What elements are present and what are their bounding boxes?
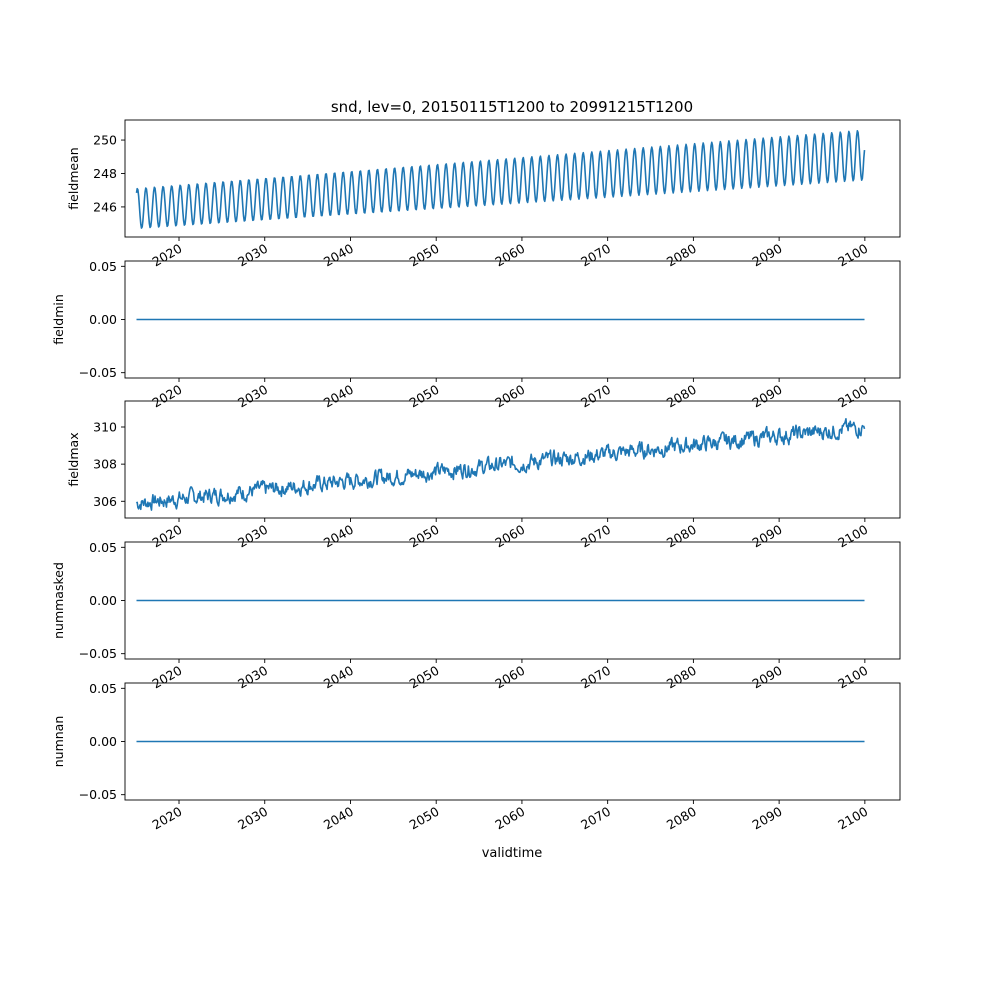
- x-tick-label: 2070: [578, 663, 613, 692]
- y-tick-label: 0.05: [89, 540, 117, 555]
- x-tick-label: 2070: [578, 804, 613, 833]
- y-axis-label: fieldmin: [51, 294, 66, 345]
- x-tick-label: 2060: [492, 522, 527, 551]
- y-axis-label: fieldmax: [66, 432, 81, 486]
- x-tick-label: 2090: [750, 522, 785, 551]
- x-tick-label: 2090: [750, 241, 785, 270]
- x-tick-label: 2020: [149, 382, 184, 411]
- x-tick-label: 2100: [835, 804, 870, 833]
- x-tick-label: 2100: [835, 382, 870, 411]
- x-tick-label: 2080: [664, 522, 699, 551]
- y-tick-label: 246: [93, 199, 117, 214]
- y-tick-label: 0.05: [89, 259, 117, 274]
- chart-title: snd, lev=0, 20150115T1200 to 20991215T12…: [331, 98, 693, 116]
- y-tick-label: 250: [93, 133, 117, 148]
- x-axis-label: validtime: [482, 846, 543, 861]
- x-tick-label: 2040: [321, 663, 356, 692]
- x-tick-label: 2030: [235, 522, 270, 551]
- x-tick-label: 2040: [321, 241, 356, 270]
- y-tick-label: 0.00: [89, 312, 117, 327]
- x-tick-label: 2080: [664, 241, 699, 270]
- y-tick-label: −0.05: [79, 787, 117, 802]
- x-tick-label: 2050: [407, 382, 442, 411]
- x-tick-label: 2070: [578, 522, 613, 551]
- x-tick-label: 2050: [407, 522, 442, 551]
- y-axis-label: fieldmean: [66, 147, 81, 209]
- subplot-fieldmax: 306 308 310 fieldmax 2020 2030 2040 2050 2060 207…: [66, 400, 901, 551]
- fieldmax-series-line: [135, 418, 866, 511]
- y-tick-label: 308: [93, 457, 117, 472]
- x-tick-label: 2070: [578, 382, 613, 411]
- fieldmean-axes-frame: [124, 119, 901, 238]
- y-tick-label: −0.05: [79, 646, 117, 661]
- x-tick-label: 2020: [149, 241, 184, 270]
- subplot-fieldmean: 246 248 250 fieldmean 2020 2030 2040 2050 2060 20…: [66, 119, 901, 270]
- x-tick-label: 2050: [407, 663, 442, 692]
- x-tick-label: 2090: [750, 663, 785, 692]
- y-tick-label: 306: [93, 494, 117, 509]
- y-axis-label: numnan: [51, 716, 66, 768]
- x-tick-label: 2080: [664, 382, 699, 411]
- x-tick-label: 2060: [492, 663, 527, 692]
- x-tick-label: 2040: [321, 382, 356, 411]
- y-tick-label: 248: [93, 166, 117, 181]
- x-tick-label: 2070: [578, 241, 613, 270]
- fieldmean-series-line: [135, 129, 866, 229]
- x-tick-label: 2020: [149, 804, 184, 833]
- y-tick-label: −0.05: [79, 365, 117, 380]
- x-tick-label: 2030: [235, 382, 270, 411]
- y-tick-label: 0.00: [89, 734, 117, 749]
- x-tick-label: 2080: [664, 663, 699, 692]
- x-tick-label: 2020: [149, 522, 184, 551]
- y-tick-label: 310: [93, 420, 117, 435]
- subplot-nummasked: −0.05 0.00 0.05 nummasked 2020 2030 2040 2050 20…: [51, 540, 901, 692]
- x-tick-label: 2060: [492, 382, 527, 411]
- x-tick-label: 2030: [235, 663, 270, 692]
- x-tick-label: 2020: [149, 663, 184, 692]
- x-tick-label: 2050: [407, 241, 442, 270]
- y-axis-label: nummasked: [51, 562, 66, 639]
- subplot-numnan: −0.05 0.00 0.05 numnan 2020 2030 2040 2050 2060 2…: [51, 681, 901, 833]
- x-tick-label: 2100: [835, 522, 870, 551]
- x-tick-label: 2060: [492, 804, 527, 833]
- y-tick-label: 0.00: [89, 593, 117, 608]
- x-tick-label: 2030: [235, 804, 270, 833]
- fieldmax-axes-frame: [124, 400, 901, 519]
- x-tick-label: 2040: [321, 522, 356, 551]
- x-tick-label: 2040: [321, 804, 356, 833]
- subplots: 246 248 250 fieldmean 2020 2030 2040 2050 2060 20…: [51, 119, 901, 833]
- x-tick-label: 2050: [407, 804, 442, 833]
- x-tick-label: 2090: [750, 382, 785, 411]
- subplot-fieldmin: −0.05 0.00 0.05 fieldmin 2020 2030 2040 2050 206…: [51, 259, 901, 411]
- x-tick-label: 2030: [235, 241, 270, 270]
- x-tick-label: 2060: [492, 241, 527, 270]
- x-tick-label: 2080: [664, 804, 699, 833]
- x-tick-label: 2090: [750, 804, 785, 833]
- x-tick-label: 2100: [835, 241, 870, 270]
- x-tick-label: 2100: [835, 663, 870, 692]
- y-tick-label: 0.05: [89, 681, 117, 696]
